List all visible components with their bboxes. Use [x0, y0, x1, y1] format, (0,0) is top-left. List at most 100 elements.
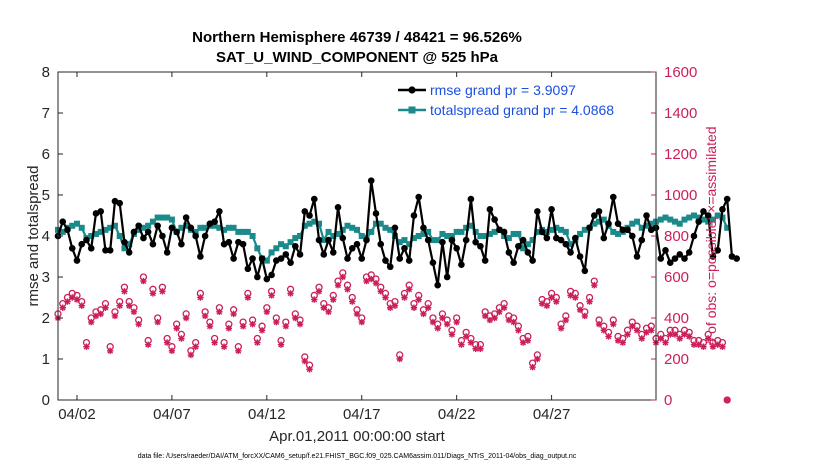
rmse-point — [339, 234, 347, 242]
spread-point — [482, 233, 489, 239]
obs-assimilated-point — [263, 308, 271, 316]
spread-point — [126, 241, 133, 248]
rmse-point — [130, 228, 138, 236]
obs-assimilated-point — [92, 312, 100, 320]
obs-assimilated-point — [557, 325, 565, 332]
spread-point — [164, 214, 171, 221]
obs-assimilated-point — [88, 318, 95, 326]
spread-point — [183, 222, 190, 229]
spread-point — [401, 237, 408, 244]
rmse-point — [144, 228, 152, 236]
right-tick-label: 1600 — [664, 64, 697, 81]
rmse-point — [415, 193, 422, 201]
right-axis-label: # of obs: o=possible; ×=assimilated — [703, 126, 719, 345]
rmse-point — [249, 255, 256, 262]
x-tick-label: 04/22 — [438, 406, 476, 423]
rmse-point — [225, 238, 233, 246]
obs-assimilated-point — [116, 302, 123, 309]
obs-assimilated-point — [282, 323, 290, 330]
spread-point — [320, 237, 327, 244]
spread-point — [335, 230, 342, 237]
obs-assimilated-point — [178, 335, 185, 342]
rmse-point — [140, 234, 147, 242]
legend-rmse-label: rmse grand pr = 3.9097 — [430, 82, 576, 98]
spread-point — [268, 249, 275, 256]
rmse-point — [605, 220, 612, 227]
x-axis: 04/02 04/07 04/12 04/17 04/22 04/27 — [58, 72, 570, 423]
rmse-point — [287, 259, 294, 266]
rmse-point — [595, 208, 603, 215]
rmse-point — [538, 228, 546, 236]
obs-assimilated-point — [705, 335, 712, 342]
rmse-point — [135, 222, 142, 230]
obs-assimilated-point — [220, 343, 228, 350]
obs-assimilated-point — [372, 279, 380, 287]
obs-assimilated-point — [458, 341, 465, 348]
rmse-point — [714, 247, 721, 254]
rmse-point — [372, 210, 380, 217]
chart-title: Northern Hemisphere 46739 / 48421 = 96.5… — [192, 29, 522, 46]
rmse-point — [681, 255, 688, 262]
y-tick-label: 5 — [42, 187, 50, 204]
obs-assimilated-point — [249, 320, 256, 328]
obs-assimilated-point — [415, 296, 422, 303]
rmse-point — [505, 249, 513, 256]
rmse-point — [524, 249, 532, 256]
rmse-point — [557, 236, 565, 244]
obs-assimilated-point — [330, 296, 337, 303]
spread-point — [263, 257, 270, 264]
obs-assimilated-point — [211, 339, 218, 346]
rmse-point — [306, 212, 313, 219]
obs-assimilated-point — [149, 290, 157, 297]
rmse-line — [56, 179, 738, 287]
obs-assimilated-point — [500, 304, 508, 311]
obs-assimilated-point — [83, 343, 90, 350]
obs-assimilated-point — [239, 323, 247, 330]
spread-point — [121, 245, 128, 252]
spread-point — [78, 224, 85, 231]
spread-point — [581, 226, 588, 233]
spread-point — [202, 224, 209, 231]
rmse-point — [282, 251, 290, 258]
spread-point — [325, 228, 332, 235]
obs-assimilated-point — [467, 339, 475, 346]
rmse-point — [420, 224, 427, 232]
rmse-point — [329, 249, 337, 256]
obs-assimilated-point — [387, 304, 394, 311]
rmse-point — [59, 218, 67, 225]
y-tick-label: 0 — [42, 392, 50, 409]
spread-point — [135, 226, 142, 233]
rmse-point — [348, 245, 356, 252]
spread-point — [111, 222, 118, 229]
rmse-point — [586, 224, 593, 232]
rmse-point — [462, 236, 470, 244]
spread-point — [382, 224, 389, 231]
chart-subtitle: SAT_U_WIND_COMPONENT @ 525 hPa — [216, 49, 499, 66]
obs-assimilated-point — [163, 339, 171, 346]
rmse-point — [353, 240, 361, 248]
obs-assimilated-point — [709, 343, 717, 350]
spread-point — [709, 216, 716, 223]
obs-assimilated-point — [424, 304, 432, 311]
rmse-point — [443, 273, 451, 281]
spread-point — [377, 220, 384, 227]
obs-assimilated-point — [358, 318, 365, 326]
rmse-point — [624, 226, 631, 234]
obs-assimilated-point — [244, 294, 252, 301]
rmse-point — [102, 247, 109, 254]
obs-assimilated-point — [382, 294, 389, 301]
obs-assimilated-point — [538, 300, 546, 307]
spread-point — [225, 224, 232, 231]
rmse-point — [515, 242, 522, 250]
obs-assimilated-point — [235, 347, 242, 354]
obs-assimilated-point — [595, 320, 603, 328]
spread-point — [301, 222, 308, 229]
spread-point — [116, 233, 123, 239]
rmse-point — [405, 257, 413, 264]
x-tick-label: 04/17 — [343, 406, 381, 423]
spread-point — [700, 216, 707, 223]
obs-assimilated-point — [159, 288, 166, 295]
rmse-point — [263, 275, 271, 283]
obs-assimilated-point — [695, 341, 702, 348]
spread-point — [596, 218, 603, 225]
